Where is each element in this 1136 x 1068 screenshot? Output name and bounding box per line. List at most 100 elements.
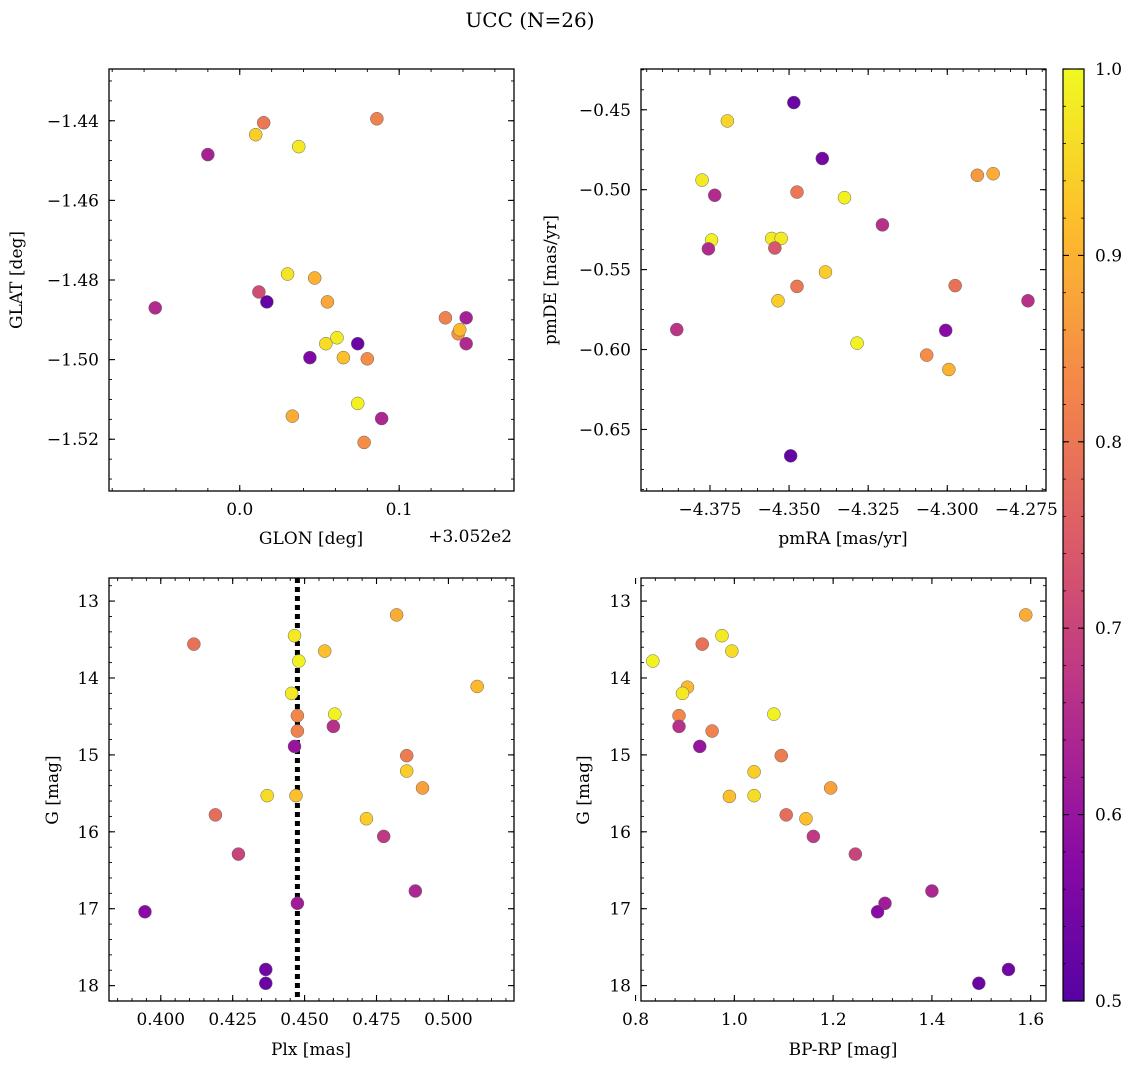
data-point [370,112,384,126]
data-point [970,168,985,183]
data-point [747,765,761,779]
x-tick-label: 1.2 [820,1010,847,1030]
data-point [317,644,332,658]
data-point [350,396,365,411]
x-tick-label: 0.500 [424,1010,473,1030]
data-point [823,781,838,795]
data-point [695,637,709,651]
data-point [774,748,789,763]
data-point [399,748,414,763]
data-point [303,350,317,365]
x-tick-label: −4.325 [837,500,900,520]
data-point [470,679,484,694]
y-tick-label: −0.45 [579,101,631,121]
colorbar-tick-label: 0.5 [1095,992,1122,1012]
figure-title: UCC (N=26) [465,8,594,32]
data-point [670,322,684,337]
data-point [850,336,864,350]
pmra-xlabel: pmRA [mas/yr] [778,529,907,549]
colorbar-tick-label: 0.8 [1095,433,1122,453]
data-point [972,976,986,991]
glat-ylabel: GLAT [deg] [7,231,27,329]
colorbar-tick-label: 0.7 [1095,619,1122,639]
y-tick-label: 13 [609,592,631,612]
y-tick-label: −0.50 [579,181,631,201]
axes-frame [640,68,1047,492]
data-point [818,265,833,279]
data-point [287,628,302,643]
data-point [287,739,302,754]
data-point [768,241,782,255]
y-tick-label: −0.60 [579,341,631,361]
data-point [870,905,885,919]
data-point [799,811,813,826]
data-point [138,905,152,919]
data-point [705,724,719,738]
data-point [350,336,365,351]
x-tick-label: 0.450 [280,1010,329,1030]
data-point [693,739,707,754]
data-point [875,218,890,232]
data-point [672,719,686,734]
data-point [359,811,374,826]
x-tick-label: 1.0 [721,1010,748,1030]
data-point [374,411,389,426]
data-point [408,884,423,898]
y-tick-label: −0.65 [579,420,631,440]
data-point [284,686,299,701]
data-point [259,962,273,977]
data-point [259,976,273,991]
data-point [783,449,798,463]
data-point [231,847,246,861]
x-tick-label: −4.350 [758,500,821,520]
data-point [815,151,830,166]
colorbar-gradient [1062,68,1085,1002]
data-point [260,295,274,309]
data-point [771,294,785,308]
data-point [187,637,201,651]
data-point [336,350,351,365]
x-tick-label: 0.8 [622,1010,649,1030]
data-point [438,311,453,325]
plx-g-ylabel: G [mag] [43,755,63,824]
x-tick-label: 0.475 [352,1010,401,1030]
y-tick-label: −1.48 [47,271,99,291]
data-point [248,127,263,142]
data-point [326,719,341,734]
data-point [675,686,690,701]
data-point [260,788,274,803]
data-point [1021,294,1035,308]
y-tick-label: 15 [609,746,631,766]
data-point [848,847,863,861]
data-point [790,279,804,294]
data-point [1019,608,1033,622]
data-point [459,311,473,325]
y-tick-label: 16 [609,823,631,843]
colorbar-tick-label: 0.9 [1095,246,1122,266]
data-point [720,114,735,128]
data-point [925,884,939,898]
x-tick-label: 0.0 [226,500,253,520]
data-point [919,348,934,362]
data-point [747,788,761,803]
data-point [307,271,322,285]
data-point [256,115,271,130]
data-point [942,362,956,377]
bprp-xlabel: BP-RP [mag] [789,1040,898,1060]
y-tick-label: −1.52 [47,430,99,450]
pmde-ylabel: pmDE [mas/yr] [541,215,561,345]
data-point [1001,962,1016,977]
data-point [646,654,660,668]
y-tick-label: 17 [609,900,631,920]
data-point [715,628,729,643]
data-point [290,896,305,911]
x-tick-label: −4.300 [916,500,979,520]
data-point [291,139,306,154]
x-tick-label: 0.425 [208,1010,257,1030]
y-tick-label: −1.50 [47,351,99,371]
data-point [148,301,162,315]
data-point [806,829,821,844]
data-point [376,829,391,844]
glon-glat-panel: GLON [deg] +3.052e2 GLAT [deg] 0.0 0.1 −1.… [7,68,515,549]
